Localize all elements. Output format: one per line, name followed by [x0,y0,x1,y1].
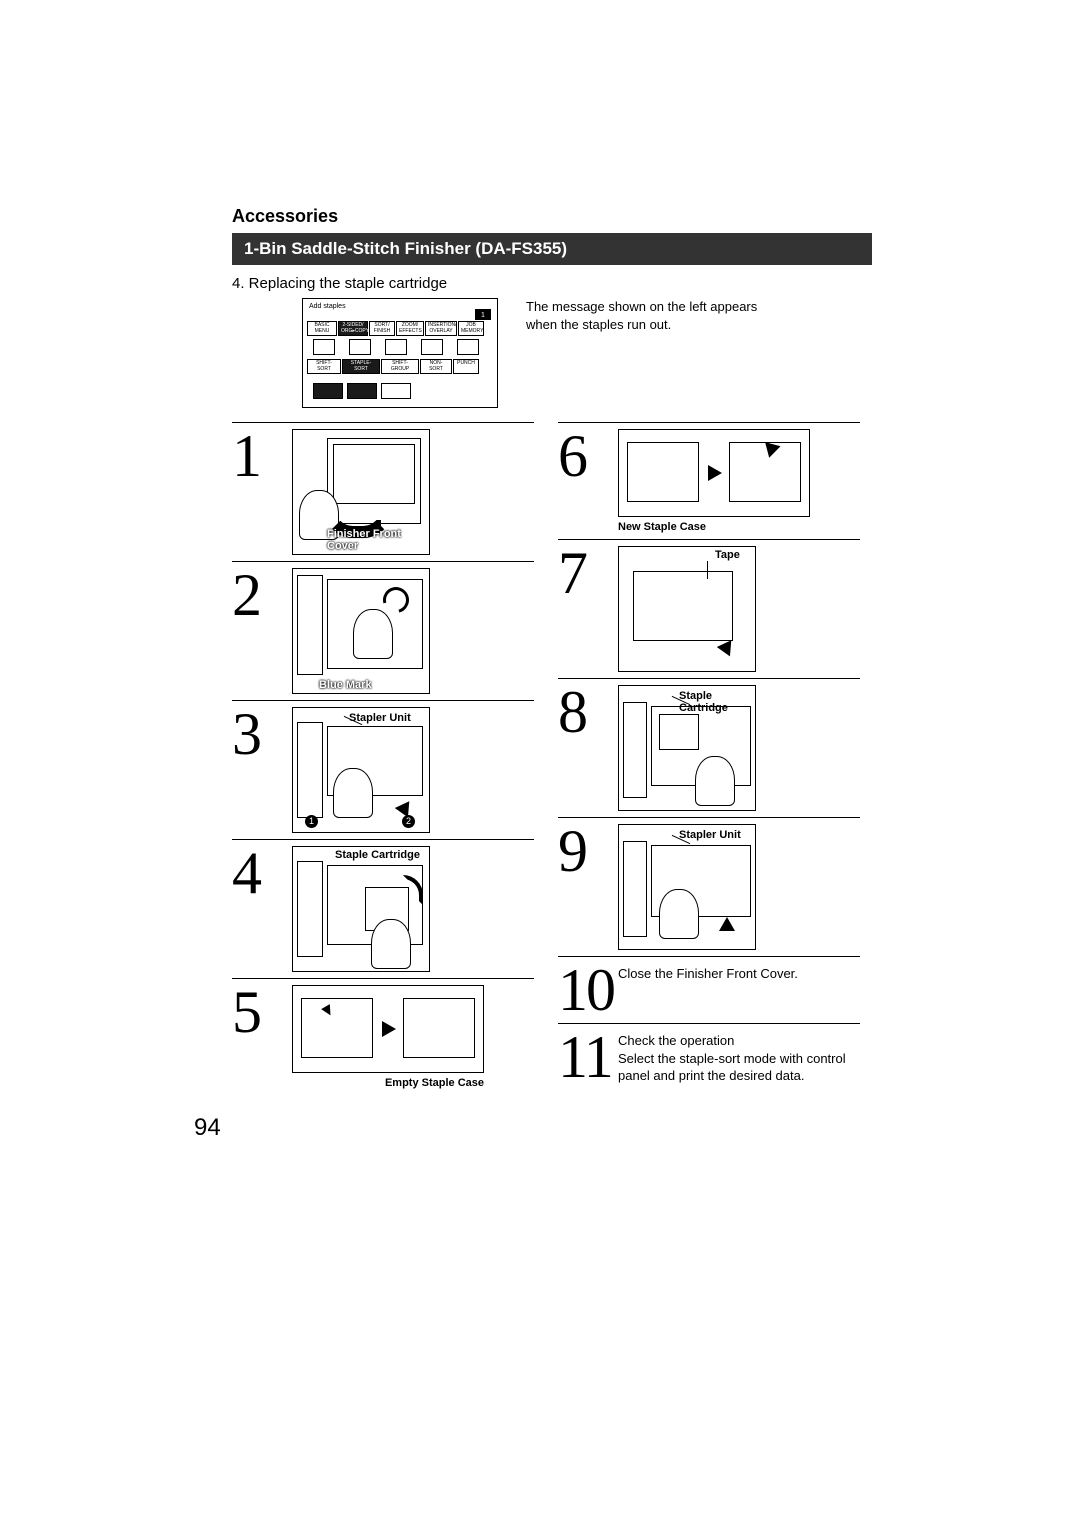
step-number: 4 [232,846,286,900]
step-number: 3 [232,707,286,761]
lcd-icon [457,339,479,355]
manual-page: Accessories 1-Bin Saddle-Stitch Finisher… [232,206,872,1095]
lcd-icon [313,339,335,355]
steps-left-column: 1 Finisher Front Cover 2 [232,422,534,1095]
lcd-icon [385,339,407,355]
step-caption: Staple Cartridge [335,849,420,861]
step-caption: Empty Staple Case [292,1077,484,1089]
lcd-icon [349,339,371,355]
step-10: 10 Close the Finisher Front Cover. [558,956,860,1023]
lcd-mode: STAPLE-SORT [342,359,380,374]
step-5: 5 Empty Staple Case [232,978,534,1095]
lcd-add-staples-label: Add staples [309,303,346,310]
step-11: 11 Check the operation Select the staple… [558,1023,860,1091]
lcd-mid-row: SHIFT-SORT STAPLE-SORT SHIFT-GROUP NON-S… [307,359,479,374]
lcd-mode: SHIFT-SORT [307,359,341,374]
steps-columns: 1 Finisher Front Cover 2 [232,422,872,1095]
lcd-tab: INSERTION/ OVERLAY [425,321,457,336]
step-3: 3 1 2 Stapler Unit [232,700,534,839]
step-2: 2 Blue Mark [232,561,534,700]
step-caption: Tape [715,549,740,561]
steps-right-column: 6 New Staple Case 7 [558,422,860,1095]
step-caption: Finisher Front Cover [327,528,429,552]
step-text: Check the operation Select the staple-so… [618,1030,860,1085]
screen-row: Add staples 1 BASIC MENU 2-SIDED/ ORG▸CO… [232,298,872,408]
step-4: 4 Staple Cartridge [232,839,534,978]
step-number: 9 [558,824,612,878]
step-number: 7 [558,546,612,600]
step-caption: New Staple Case [618,521,860,533]
step-number: 5 [232,985,286,1039]
step-figure: Staple Cartridge [292,846,430,972]
step-7: 7 Tape [558,539,860,678]
step-caption: Stapler Unit [679,829,741,841]
screen-message-text: The message shown on the left appears wh… [526,298,786,333]
lcd-tab: JOB MEMORY [458,321,484,336]
step-figure [292,985,484,1073]
procedure-subtitle: 4. Replacing the staple cartridge [232,275,872,292]
section-heading: Accessories [232,206,872,227]
lcd-mode: NON-SORT [420,359,452,374]
step-number: 8 [558,685,612,739]
lcd-tab: SORT/ FINISH [369,321,395,336]
step-figure: 1 2 Stapler Unit [292,707,430,833]
lcd-option [313,383,343,399]
step-text: Close the Finisher Front Cover. [618,963,860,983]
step-figure: Stapler Unit [618,824,756,950]
lcd-mode: SHIFT-GROUP [381,359,419,374]
step-9: 9 Stapler Unit [558,817,860,956]
step-number: 2 [232,568,286,622]
step-number: 11 [558,1030,612,1084]
lcd-icon [421,339,443,355]
step-1: 1 Finisher Front Cover [232,422,534,561]
lcd-top-row: BASIC MENU 2-SIDED/ ORG▸COPY SORT/ FINIS… [307,321,484,336]
step-number: 6 [558,429,612,483]
step-8: 8 Staple Cartridge [558,678,860,817]
step-figure: Blue Mark [292,568,430,694]
lcd-tab: 2-SIDED/ ORG▸COPY [338,321,368,336]
lcd-tab: BASIC MENU [307,321,337,336]
circled-1-icon: 1 [305,815,318,828]
lcd-bottom-row [313,383,411,399]
step-number: 10 [558,963,612,1017]
step-caption: Staple Cartridge [679,690,755,714]
circled-2-icon: 2 [402,815,415,828]
lcd-screenshot: Add staples 1 BASIC MENU 2-SIDED/ ORG▸CO… [302,298,498,408]
step-number: 1 [232,429,286,483]
lcd-page-badge: 1 [475,309,491,320]
lcd-icon-row [313,339,479,355]
lcd-option [347,383,377,399]
step-figure: Staple Cartridge [618,685,756,811]
step-6: 6 New Staple Case [558,422,860,539]
title-bar: 1-Bin Saddle-Stitch Finisher (DA-FS355) [232,233,872,265]
step-figure [618,429,810,517]
lcd-tab: ZOOM/ EFFECTS [396,321,424,336]
page-number: 94 [194,1114,221,1142]
step-caption: Blue Mark [319,679,372,691]
lcd-option [381,383,411,399]
lcd-mode: PUNCH [453,359,479,374]
step-figure: Tape [618,546,756,672]
step-figure: Finisher Front Cover [292,429,430,555]
